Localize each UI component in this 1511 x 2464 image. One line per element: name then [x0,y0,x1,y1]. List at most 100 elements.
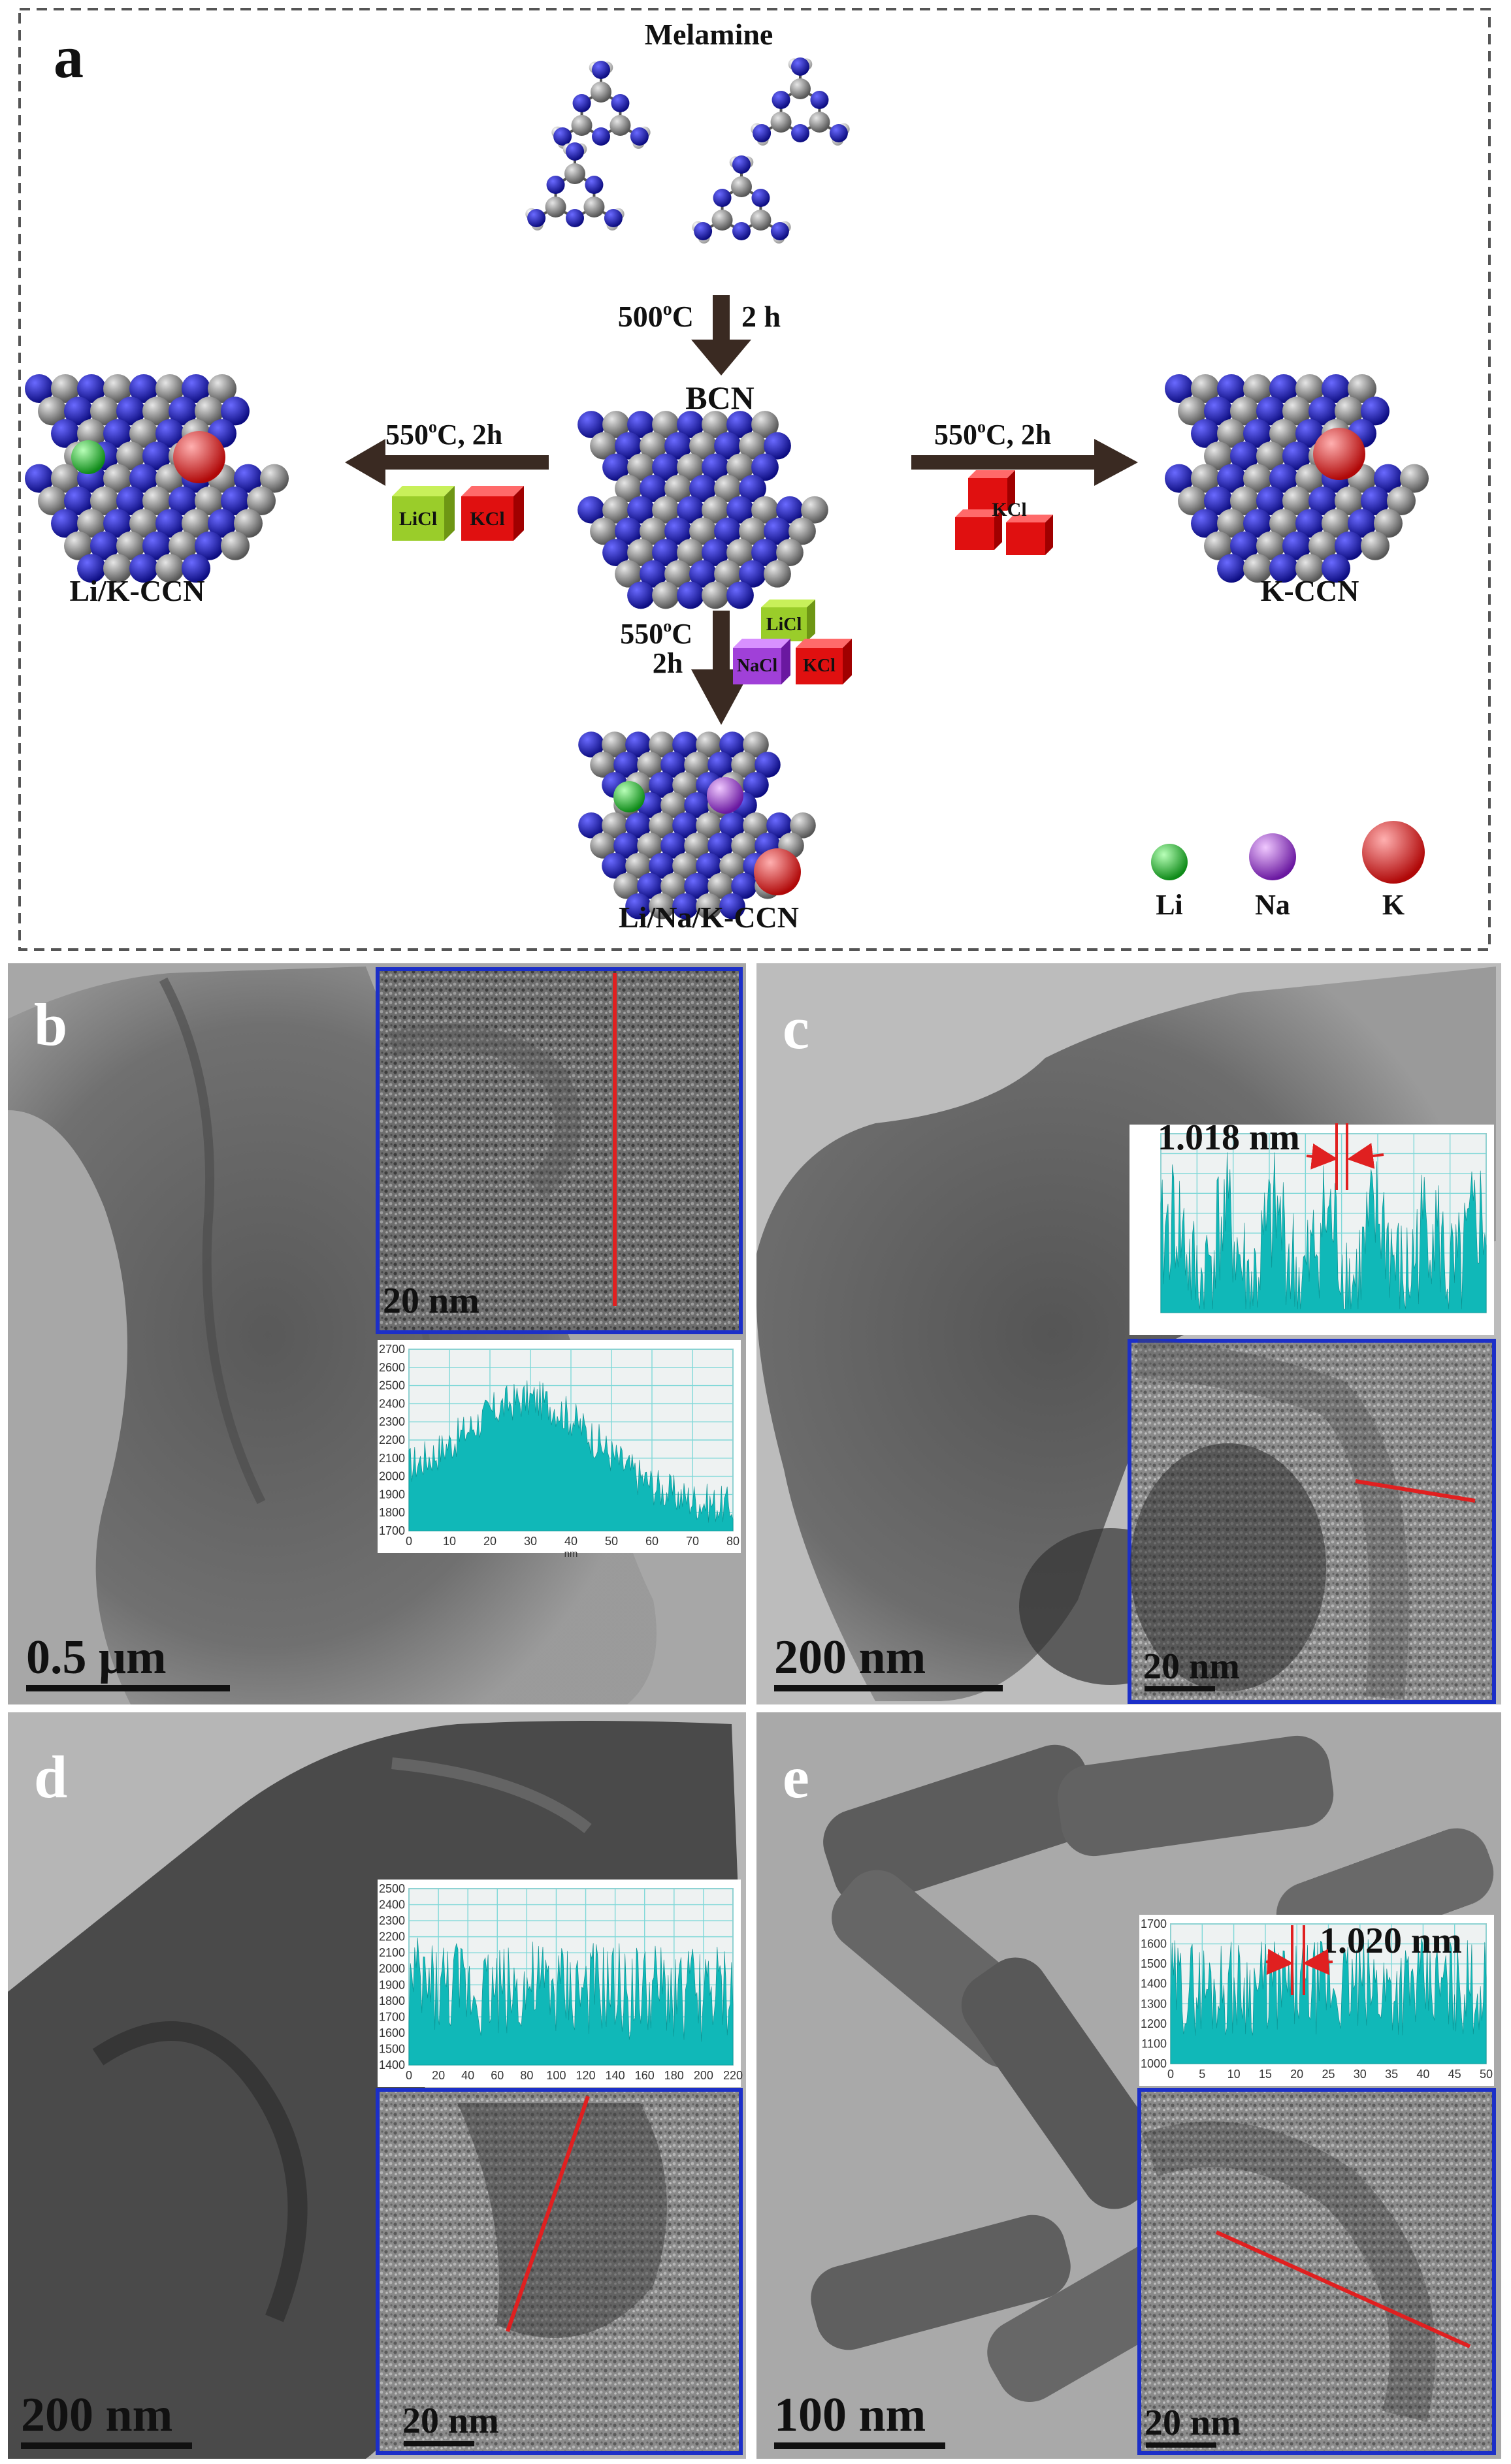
nitrogen-atom [195,531,223,560]
nitrogen-atom [182,554,210,583]
nitrogen-atom [1217,464,1246,493]
carbon-atom [696,812,722,839]
nitrogen-atom [1269,464,1298,493]
carbon-atom [719,852,745,879]
carbon-atom [652,411,679,438]
y-tick-label: 1700 [379,2010,405,2023]
carbon-atom [613,872,640,899]
nitrogen-atom [637,872,663,899]
carbon-atom [51,374,80,403]
carbon-atom [155,464,184,493]
carbon-atom [590,432,617,460]
carbon-atom [714,475,741,502]
line-profile-marker-d [506,2096,590,2332]
nitrogen-atom [103,509,132,538]
nitrogen-atom [714,432,741,460]
nitrogen-atom [1217,554,1246,583]
nitrogen-atom [739,560,766,588]
nitrogen-atom [615,517,642,545]
nitrogen-atom [1308,487,1337,515]
nitrogen-atom [546,176,565,194]
nitrogen-atom [234,464,263,493]
profile-series [408,1937,734,2066]
x-tick-label: 50 [605,1535,618,1548]
carbon-atom [809,112,830,133]
nitrogen-atom [677,411,704,438]
scale-bar-c-label: 200 nm [774,1631,926,1684]
x-tick-label: 140 [606,2069,625,2082]
carbon-atom [790,78,811,99]
carbon-atom [195,396,223,426]
left-condition: 550oC, 2h [385,417,502,451]
carbon-atom [743,812,769,839]
nitrogen-atom [751,539,779,566]
carbon-atom [602,411,630,438]
y-tick-label: 1200 [1141,2017,1167,2030]
carbon-atom [726,453,754,481]
carbon-atom [739,517,766,545]
carbon-atom [1269,419,1298,448]
carbon-atom [1308,531,1337,560]
step1-temperature: 500oC [618,299,694,333]
carbon-atom [1322,509,1350,538]
carbon-atom [702,496,729,524]
nitrogen-atom [155,419,184,448]
carbon-atom [1243,374,1272,403]
carbon-atom [664,475,692,502]
nitrogen-atom [707,833,734,859]
nitrogen-atom [602,539,630,566]
nitrogen-atom [116,396,145,426]
carbon-atom [1243,464,1272,493]
nitrogen-atom [702,539,729,566]
nitrogen-atom [615,432,642,460]
nitrogen-atom [592,61,610,79]
nitrogen-atom [714,517,741,545]
nitrogen-atom [660,833,687,859]
y-tick-label: 2500 [379,1882,405,1895]
carbon-atom [696,893,722,920]
carbon-atom [672,772,698,798]
y-tick-label: 1400 [1141,1977,1167,1991]
nitrogen-atom [1269,374,1298,403]
nitrogen-atom [208,509,236,538]
carbon-atom [116,531,145,560]
x-tick-label: 60 [645,1535,658,1548]
carbon-atom [750,210,772,231]
nitrogen-atom [625,731,651,758]
nitrogen-atom [1191,509,1220,538]
carbon-atom [627,539,655,566]
carbon-atom [702,411,729,438]
carbon-atom [1178,396,1207,426]
carbon-atom [1295,554,1324,583]
carbon-atom [770,112,792,133]
carbon-atom [155,554,184,583]
profile-series [408,1380,734,1531]
carbon-atom [615,475,642,502]
potassium-ion [1313,428,1365,480]
nitrogen-atom [766,812,792,839]
nitrogen-atom [1217,374,1246,403]
nitrogen-atom [726,411,754,438]
carbon-atom [677,539,704,566]
nitrogen-atom [142,531,171,560]
x-tick-label: 30 [524,1535,537,1548]
nitrogen-atom [1361,396,1389,426]
nitrogen-atom [791,124,809,142]
nitrogen-atom [1361,487,1389,515]
carbon-atom [38,396,67,426]
carbon-atom [714,560,741,588]
nitrogen-atom [677,496,704,524]
nitrogen-atom [743,772,769,798]
nitrogen-atom [577,411,605,438]
nitrogen-atom [753,124,772,142]
nitrogen-atom [689,560,717,588]
legend-li-label: Li [1156,889,1183,921]
nitrogen-atom [1256,487,1285,515]
k-ccn-label: K-CCN [1261,574,1359,607]
nitrogen-atom [604,209,623,227]
legend-k-ball [1362,821,1425,884]
x-tick-label: 20 [1290,2068,1303,2081]
carbon-atom [1295,464,1324,493]
kcl-label-left: KCl [470,508,504,530]
